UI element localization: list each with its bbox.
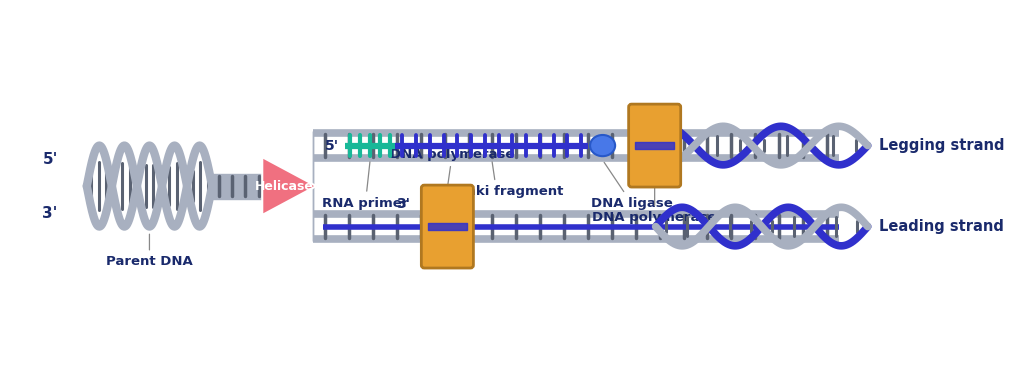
Text: Okazaki fragment: Okazaki fragment bbox=[430, 162, 563, 198]
Text: 5': 5' bbox=[325, 139, 339, 153]
Ellipse shape bbox=[590, 135, 615, 156]
Text: Helicase: Helicase bbox=[255, 180, 314, 193]
Text: 3': 3' bbox=[42, 206, 57, 221]
Text: DNA ligase: DNA ligase bbox=[591, 162, 673, 210]
Polygon shape bbox=[262, 157, 316, 215]
Text: Legging strand: Legging strand bbox=[880, 138, 1005, 153]
Text: Parent DNA: Parent DNA bbox=[106, 234, 193, 268]
Text: Leading strand: Leading strand bbox=[880, 219, 1005, 234]
Text: 5': 5' bbox=[42, 152, 57, 167]
FancyBboxPatch shape bbox=[421, 185, 473, 268]
Text: DNA polymerase: DNA polymerase bbox=[390, 148, 514, 185]
Text: 3': 3' bbox=[396, 197, 410, 211]
Text: DNA polymerase: DNA polymerase bbox=[593, 187, 717, 224]
FancyBboxPatch shape bbox=[629, 104, 681, 187]
Text: RNA primer: RNA primer bbox=[323, 162, 409, 210]
